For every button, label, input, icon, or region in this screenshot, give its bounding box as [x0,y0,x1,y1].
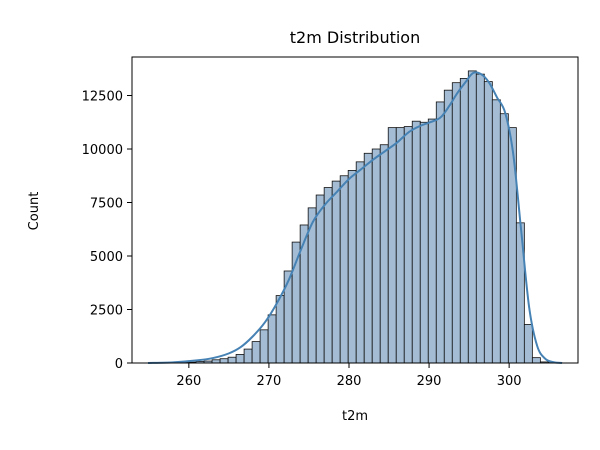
histogram-bar [395,127,405,364]
histogram-bar [499,113,509,364]
histogram-bar [355,161,365,364]
histogram-bar [483,81,493,364]
histogram-bar [363,152,373,364]
x-tick-label: 300 [497,374,522,389]
chart-title: t2m Distribution [290,28,420,47]
histogram-bar [491,99,501,364]
histogram-bars [163,70,563,364]
histogram-bar [531,357,541,364]
histogram-bar [283,270,293,364]
histogram-bar [251,341,261,364]
histogram-bar [459,78,469,364]
histogram-bar [339,175,349,364]
x-tick-label: 290 [417,374,442,389]
y-tick-label: 2500 [90,304,123,319]
histogram-bar [467,70,477,364]
x-tick-label: 280 [337,374,362,389]
axes-frame [131,56,579,364]
plot-frame [131,56,579,364]
x-tick-label: 260 [176,374,201,389]
kde-curve [147,71,563,364]
y-tick-label: 5000 [90,250,123,265]
histogram-bar [379,144,389,364]
y-axis-label: Count [27,192,42,231]
histogram-bar [419,121,429,364]
y-tick-label: 10000 [82,143,123,158]
histogram-bar [323,187,333,364]
histogram-bar [411,120,421,364]
y-axis-ticks: 0 2500 5000 7500 10000 12500 [82,90,132,372]
histogram-bar [331,180,341,364]
kde-line [147,71,563,364]
histogram-bar [267,314,277,364]
histogram-bar [523,324,533,364]
histogram-bar [227,356,237,364]
histogram-bar [427,118,437,364]
histogram-bar [299,224,309,364]
y-tick-label: 12500 [82,90,123,105]
histogram-bar [235,354,245,364]
histogram-bar [315,194,325,364]
histogram-bar [259,329,269,364]
y-tick-label: 0 [115,357,123,372]
histogram-bar [371,148,381,364]
histogram-bar [387,127,397,364]
histogram-bar [435,101,445,364]
histogram-bar [443,89,453,364]
histogram-bar [219,358,229,364]
histogram-bar [347,170,357,364]
x-axis-label: t2m [342,409,368,424]
histogram-bar [243,348,253,364]
histogram-bar [403,126,413,364]
y-tick-label: 7500 [90,197,123,212]
x-tick-label: 270 [257,374,282,389]
histogram-bar [475,73,485,364]
x-axis-ticks: 260 270 280 290 300 [176,363,522,389]
histogram-bar [275,295,285,364]
histogram-bar [451,82,461,364]
